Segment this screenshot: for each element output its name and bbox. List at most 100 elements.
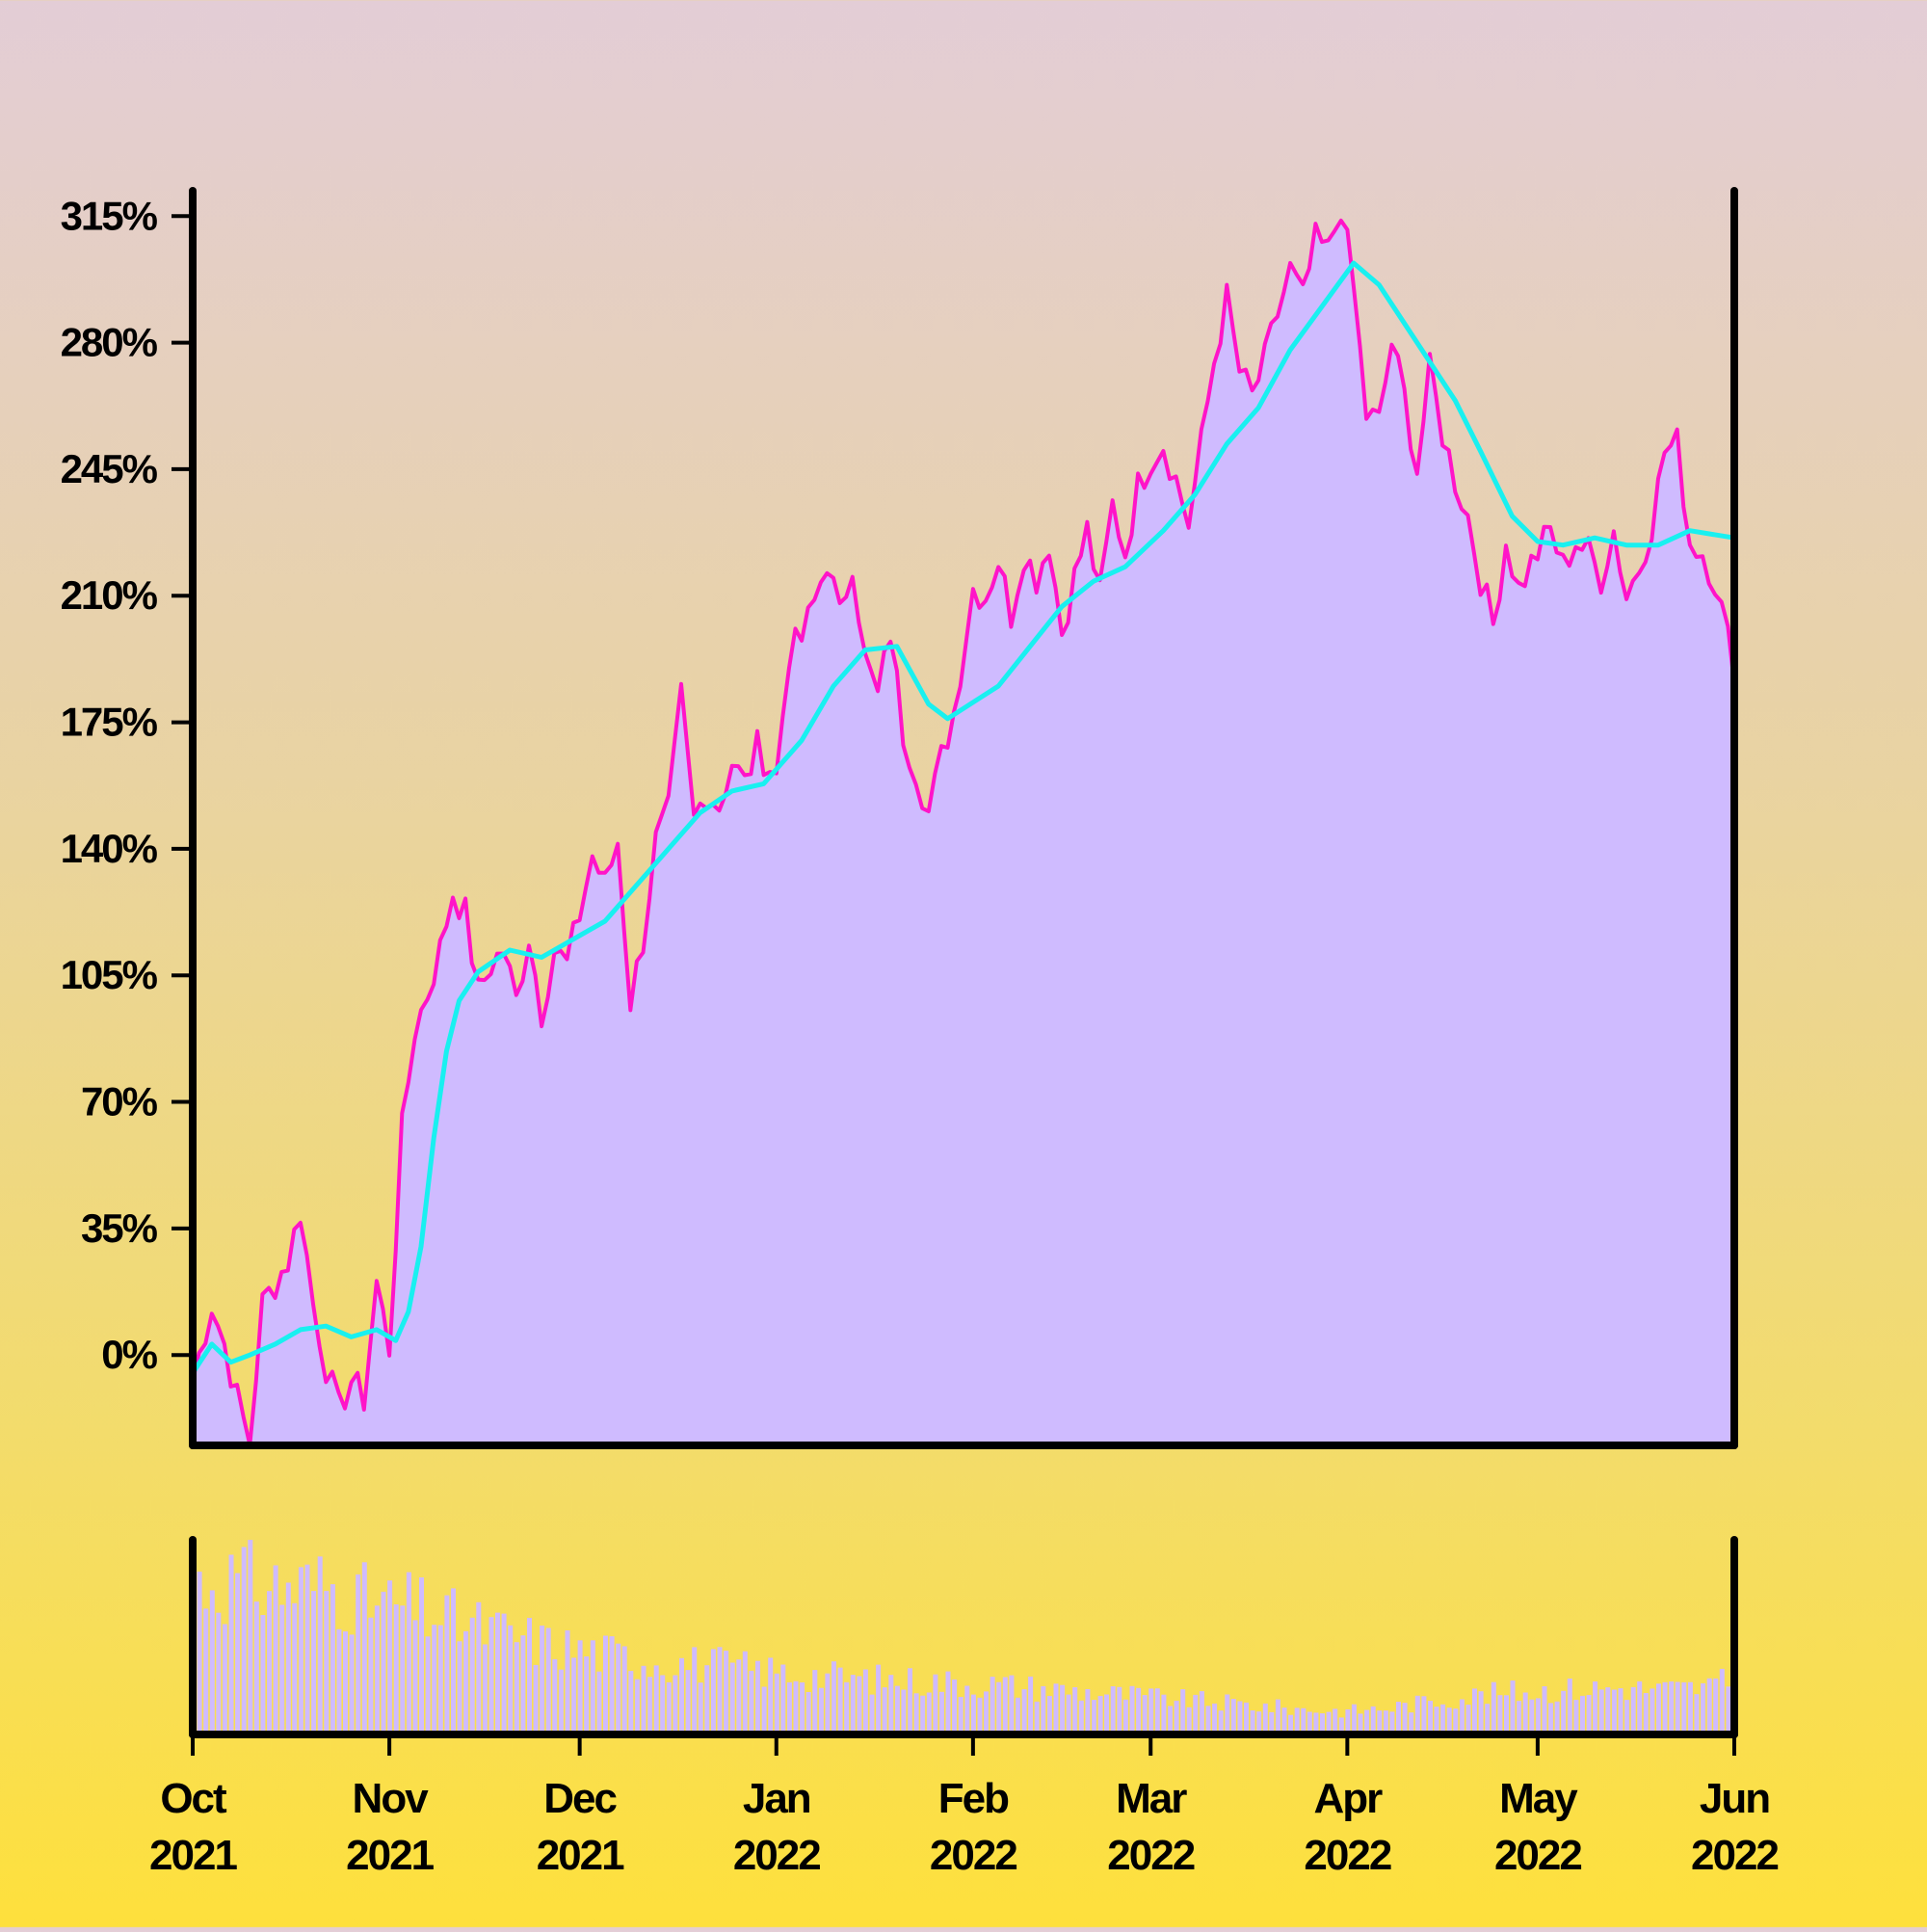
volume-bar <box>1377 1710 1383 1734</box>
volume-bar <box>1542 1686 1547 1734</box>
volume-bar <box>1256 1711 1262 1734</box>
volume-bar <box>1517 1701 1522 1734</box>
volume-bar <box>514 1642 519 1734</box>
volume-bar <box>1078 1700 1084 1734</box>
volume-bar <box>228 1554 234 1734</box>
volume-bar <box>800 1682 805 1734</box>
volume-bar <box>736 1659 742 1734</box>
volume-bar <box>1281 1707 1287 1734</box>
volume-bar <box>653 1665 659 1734</box>
volume-bar <box>1567 1679 1572 1734</box>
volume-panel <box>191 1540 1737 1734</box>
volume-bar <box>412 1620 418 1734</box>
volume-bar <box>647 1677 653 1734</box>
volume-bar <box>1002 1677 1008 1734</box>
volume-bar <box>793 1681 799 1734</box>
volume-bar <box>1383 1710 1388 1734</box>
volume-bar <box>1205 1706 1211 1734</box>
y-tick-label: 140% <box>61 826 158 871</box>
axes <box>172 187 1738 1756</box>
volume-bar <box>1338 1717 1344 1734</box>
x-tick-month-label: Apr <box>1313 1775 1383 1822</box>
x-tick-year-label: 2022 <box>1494 1832 1581 1879</box>
volume-bar <box>565 1630 570 1734</box>
volume-bar <box>324 1591 330 1734</box>
volume-bar <box>552 1658 558 1734</box>
volume-bar <box>292 1602 298 1734</box>
volume-bar <box>1434 1707 1439 1734</box>
volume-bar <box>584 1656 590 1734</box>
volume-bar <box>1662 1681 1668 1734</box>
volume-bar <box>729 1662 735 1734</box>
volume-bar <box>913 1693 919 1734</box>
volume-bar <box>495 1612 500 1734</box>
volume-bar <box>374 1605 380 1734</box>
volume-bar <box>1009 1675 1015 1734</box>
x-tick-year-label: 2022 <box>1691 1832 1778 1879</box>
volume-bar <box>1326 1711 1332 1734</box>
x-tick-year-label: 2021 <box>537 1832 624 1879</box>
volume-bar <box>444 1595 450 1734</box>
x-tick-month-label: Oct <box>160 1775 227 1822</box>
x-tick-month-label: Jun <box>1700 1775 1769 1822</box>
y-tick-label: 245% <box>61 446 158 491</box>
y-tick-label: 105% <box>61 952 158 997</box>
volume-bar <box>253 1601 259 1734</box>
volume-bar <box>1472 1688 1477 1734</box>
volume-bar <box>1396 1702 1401 1734</box>
main-panel <box>190 218 1737 1447</box>
volume-bar <box>970 1694 976 1734</box>
volume-bar <box>1174 1701 1179 1734</box>
volume-bar <box>1275 1699 1280 1734</box>
volume-bar <box>1453 1708 1459 1734</box>
volume-bar <box>451 1588 456 1734</box>
volume-bar <box>1465 1705 1471 1734</box>
volume-bar <box>837 1667 843 1734</box>
volume-bar <box>1136 1687 1142 1734</box>
volume-bar <box>1262 1703 1268 1734</box>
volume-bar <box>463 1630 469 1734</box>
volume-bar <box>1345 1709 1351 1734</box>
x-tick-month-label: Nov <box>353 1775 430 1822</box>
volume-bar <box>273 1565 278 1734</box>
volume-bar <box>235 1573 241 1734</box>
volume-bar <box>1389 1711 1395 1734</box>
volume-bar <box>1446 1707 1452 1734</box>
volume-bar <box>832 1661 836 1734</box>
volume-bar <box>1129 1685 1135 1734</box>
volume-bar <box>279 1604 285 1734</box>
x-tick-month-label: Feb <box>938 1775 1009 1822</box>
volume-bar <box>304 1564 310 1734</box>
volume-bar <box>1554 1701 1560 1734</box>
volume-bar <box>1168 1706 1173 1734</box>
volume-bar <box>1561 1690 1567 1734</box>
volume-bar <box>1428 1701 1433 1734</box>
volume-bar <box>1364 1709 1370 1734</box>
volume-bar <box>952 1679 958 1734</box>
volume-bar <box>330 1584 335 1734</box>
volume-bar <box>1573 1700 1579 1734</box>
volume-bar <box>742 1651 748 1734</box>
volume-bar <box>1440 1704 1446 1734</box>
volume-bar <box>894 1685 900 1734</box>
volume-bar <box>920 1695 926 1734</box>
volume-bar <box>1522 1692 1528 1734</box>
volume-bar <box>692 1647 698 1734</box>
volume-bar <box>603 1635 608 1734</box>
volume-bar <box>1122 1699 1128 1734</box>
volume-bar <box>1212 1703 1218 1734</box>
volume-bar <box>406 1572 411 1734</box>
volume-bar <box>1053 1683 1059 1734</box>
volume-bar <box>1643 1693 1649 1734</box>
volume-bar <box>685 1670 691 1734</box>
volume-bar <box>964 1685 970 1734</box>
volume-bar <box>1370 1706 1376 1734</box>
volume-bar <box>209 1590 215 1734</box>
volume-bar <box>1719 1668 1725 1734</box>
volume-bar <box>1706 1678 1712 1734</box>
volume-bar <box>1669 1681 1675 1734</box>
volume-bar <box>203 1608 209 1734</box>
volume-bar <box>1402 1703 1408 1734</box>
volume-bar <box>1092 1700 1096 1734</box>
